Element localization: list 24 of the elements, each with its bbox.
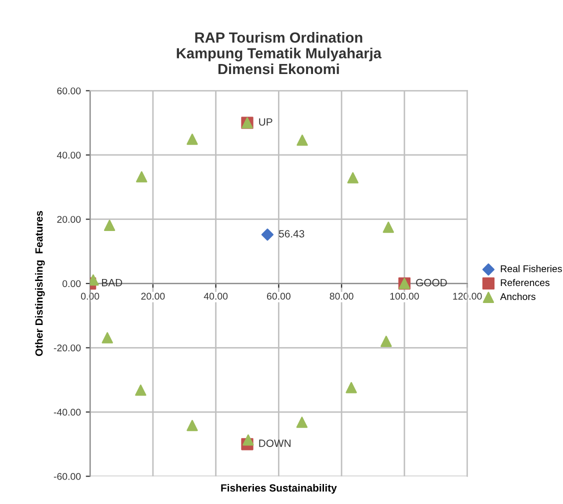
annotation: 56.43 (278, 230, 304, 238)
x-tick-label: 100.00 (390, 292, 419, 300)
annotation: UP (259, 118, 272, 126)
annotation: BAD (102, 279, 122, 286)
x-tick-label: 60.00 (267, 292, 290, 300)
annotation: DOWN (259, 440, 290, 447)
y-tick-label: -20.00 (54, 344, 81, 352)
y-tick-label: 40.00 (56, 152, 81, 159)
x-axis-title: Fisheries Sustainability (221, 484, 337, 494)
legend-label: References (500, 278, 550, 286)
annotation: GOOD (416, 278, 447, 286)
x-tick-label: 80.00 (330, 292, 354, 300)
y-tick-label: 20.00 (57, 216, 81, 223)
x-tick-label: 20.00 (141, 292, 165, 300)
y-tick-label: 0.00 (62, 280, 81, 288)
y-tick-label: -40.00 (54, 408, 81, 416)
y-tick-label: 60.00 (57, 87, 81, 94)
y-tick-label: -60.00 (54, 473, 81, 480)
y-axis-title: Other Distingishing Features (35, 210, 45, 356)
legend-label: Anchors (500, 292, 536, 300)
x-tick-label: 120.00 (453, 292, 482, 300)
chart-title: RAP Tourism Ordination Kampung Tematik Mulyaharja Dimensi Ekonomi (176, 32, 382, 74)
x-tick-label: 40.00 (204, 292, 228, 300)
legend-label: Real Fisheries (500, 265, 562, 272)
